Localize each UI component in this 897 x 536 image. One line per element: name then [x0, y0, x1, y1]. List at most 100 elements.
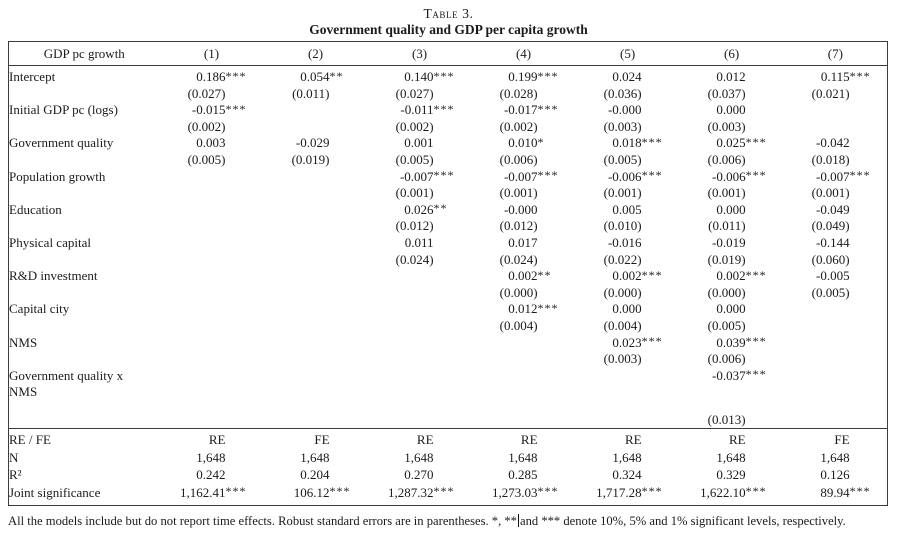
- significance-stars: [434, 235, 472, 252]
- table-row: (0.001) (0.001) (0.001) (0.001) (0.001): [9, 185, 888, 202]
- row-label: [9, 401, 160, 412]
- significance-stars: [226, 86, 264, 103]
- table-row: (0.012) (0.012) (0.010) (0.011) (0.049): [9, 218, 888, 235]
- significance-stars: [226, 185, 264, 202]
- significance-stars: [226, 301, 264, 318]
- significance-stars: [850, 185, 888, 202]
- table-number: Table 3.: [423, 6, 474, 21]
- standard-error: (0.005): [707, 317, 746, 333]
- significance-stars: [330, 449, 368, 467]
- standard-error: (0.006): [707, 351, 746, 367]
- standard-error: (0.006): [707, 151, 746, 167]
- row-label: [9, 318, 160, 335]
- significance-stars: [434, 218, 472, 235]
- standard-error: (0.010): [603, 218, 642, 234]
- significance-stars: [226, 412, 264, 429]
- significance-stars: [434, 86, 472, 103]
- coefficient-value: 0.018: [612, 135, 642, 151]
- significance-stars: [746, 401, 784, 412]
- significance-stars: [434, 384, 472, 401]
- coefficient-value: 0.115: [820, 69, 850, 84]
- significance-stars: [226, 368, 264, 385]
- standard-error: [472, 412, 538, 429]
- summary-value: 1,648: [820, 449, 850, 465]
- row-label: [9, 152, 160, 169]
- significance-stars: [330, 102, 368, 119]
- significance-stars: [850, 218, 888, 235]
- significance-stars: [330, 119, 368, 136]
- significance-stars: [330, 268, 368, 285]
- significance-stars: [746, 185, 784, 202]
- significance-stars: ***: [745, 367, 767, 382]
- significance-stars: [538, 152, 576, 169]
- row-label: [9, 252, 160, 269]
- significance-stars: ***: [537, 102, 559, 116]
- significance-stars: [642, 252, 680, 269]
- coefficient-value: [576, 368, 642, 385]
- significance-stars: [330, 384, 368, 401]
- coefficient-value: [264, 335, 330, 352]
- cell-value: [784, 401, 850, 412]
- row-label: N: [9, 449, 19, 465]
- significance-stars: [226, 351, 264, 368]
- significance-stars: [642, 412, 680, 429]
- summary-value: 1,648: [508, 449, 538, 465]
- row-label: Initial GDP pc (logs): [9, 102, 118, 118]
- significance-stars: [226, 384, 264, 401]
- row-label: Government quality: [9, 135, 114, 151]
- coefficient-value: [160, 268, 226, 285]
- significance-stars: [330, 202, 368, 219]
- significance-stars: [226, 152, 264, 169]
- table-row: Initial GDP pc (logs) -0.015 *** -0.011 *** -…: [9, 102, 888, 119]
- significance-stars: [850, 119, 888, 136]
- summary-body: RE / FE RE FE RE RE RE RE FE N 1,648 1,648 1,648 1,6…: [8, 428, 888, 506]
- column-header-model-1: (1): [203, 45, 220, 61]
- summary-value: 0.204: [300, 467, 330, 483]
- standard-error: (0.001): [395, 185, 434, 201]
- table-row: (0.027) (0.011) (0.027) (0.028) (0.036) (0.03…: [9, 86, 888, 103]
- significance-stars: [330, 169, 368, 186]
- coefficient-value: -0.049: [816, 201, 850, 217]
- significance-stars: [226, 235, 264, 252]
- summary-value: RE: [728, 432, 746, 448]
- standard-error: [784, 351, 850, 368]
- significance-stars: ***: [745, 168, 767, 183]
- coefficient-value: [160, 368, 226, 385]
- table-row: N 1,648 1,648 1,648 1,648 1,648 1,648 1,648: [9, 449, 888, 467]
- table-row: RE / FE RE FE RE RE RE RE FE: [9, 429, 888, 449]
- significance-stars: ***: [225, 102, 247, 116]
- coefficient-value: 0.002: [716, 268, 746, 284]
- standard-error: [264, 285, 330, 302]
- row-label: Population growth: [9, 168, 106, 184]
- coefficient-body: Intercept 0.186 *** 0.054 ** 0.140 *** 0.199 ***…: [9, 66, 888, 429]
- significance-stars: [226, 429, 264, 449]
- row-label: Capital city: [9, 301, 70, 317]
- coefficient-value: -0.042: [816, 135, 850, 151]
- cell-value: [576, 401, 642, 412]
- standard-error: (0.024): [499, 251, 538, 267]
- coefficient-value: -0.011: [400, 102, 434, 118]
- summary-value: 1,648: [404, 449, 434, 465]
- significance-stars: [330, 301, 368, 318]
- table-row: Physical capital 0.011 0.017 -0.016 -0.019 -0…: [9, 235, 888, 252]
- coefficient-value: [264, 202, 330, 219]
- significance-stars: [642, 301, 680, 318]
- table-row: (0.000) (0.000) (0.000) (0.005): [9, 285, 888, 302]
- coefficient-value: [368, 301, 434, 318]
- significance-stars: [746, 119, 784, 136]
- table-row: [9, 401, 888, 412]
- significance-stars: [330, 429, 368, 449]
- significance-stars: [538, 401, 576, 412]
- row-label: [9, 351, 160, 368]
- significance-stars: [642, 235, 680, 252]
- significance-stars: [330, 235, 368, 252]
- significance-stars: [642, 119, 680, 136]
- significance-stars: [850, 466, 888, 484]
- standard-error: [576, 412, 642, 429]
- significance-stars: [642, 466, 680, 484]
- coefficient-value: 0.186: [196, 69, 226, 84]
- coefficient-value: 0.140: [404, 69, 434, 84]
- table-row: R² 0.242 0.204 0.270 0.285 0.324 0.329 0.126: [9, 466, 888, 484]
- summary-value: 1,622.10: [700, 485, 746, 501]
- significance-stars: [850, 202, 888, 219]
